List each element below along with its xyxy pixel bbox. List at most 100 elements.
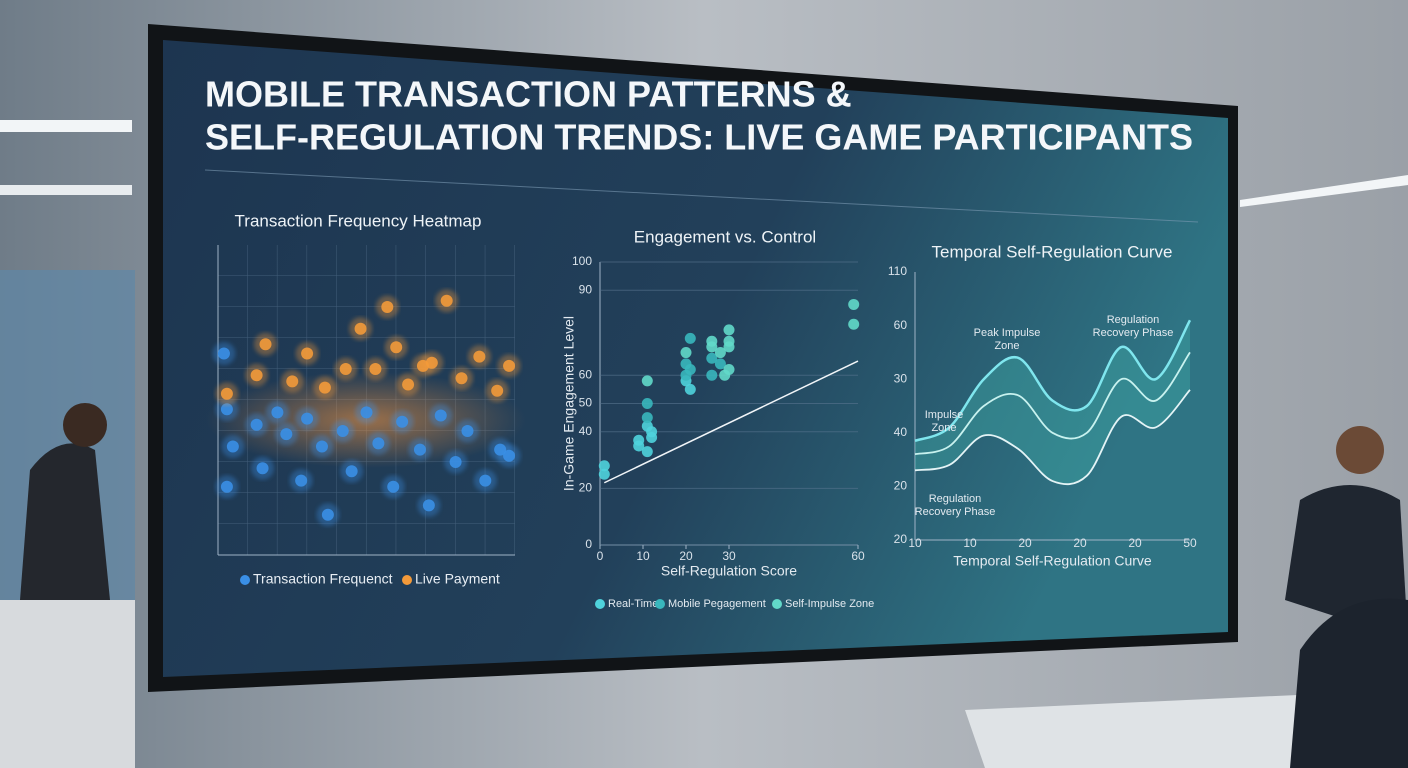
x-tick-label: 20 <box>1073 536 1087 550</box>
point <box>706 352 718 364</box>
point <box>598 460 610 472</box>
band-fill <box>915 320 1190 485</box>
point <box>646 426 658 438</box>
annotation: Regulation <box>929 493 982 505</box>
y-tick-label: 30 <box>894 371 908 385</box>
point <box>714 358 726 370</box>
point <box>848 298 860 310</box>
x-tick-label: 10 <box>636 549 650 563</box>
annotation: Regulation <box>1107 314 1160 326</box>
y-tick-label: 20 <box>579 481 593 495</box>
legend-label: Mobile Pegagement <box>668 598 766 610</box>
point <box>301 347 314 360</box>
x-tick-label: 20 <box>1128 536 1142 550</box>
annotation: Recovery Phase <box>1093 327 1174 339</box>
point <box>220 387 233 400</box>
line <box>914 389 1191 486</box>
point <box>250 418 263 431</box>
x-tick-label: 10 <box>908 536 922 550</box>
point <box>220 480 233 493</box>
chart-title: Engagement vs. Control <box>634 227 816 246</box>
legend-label: Real-Time <box>608 598 658 610</box>
point <box>491 384 504 397</box>
point <box>295 474 308 487</box>
point <box>226 440 239 453</box>
y-tick-label: 110 <box>888 264 907 278</box>
point <box>372 437 385 450</box>
point <box>250 369 263 382</box>
y-tick-label: 20 <box>894 532 908 546</box>
point <box>641 446 653 458</box>
point <box>680 347 692 359</box>
point <box>598 468 610 480</box>
point <box>318 381 331 394</box>
point <box>503 359 516 372</box>
annotation: Recovery Phase <box>915 506 996 518</box>
y-axis-label: In-Game Engagement Level <box>561 316 577 491</box>
point <box>706 335 718 347</box>
line <box>914 319 1192 443</box>
ceiling-light <box>1240 175 1408 207</box>
person <box>63 403 107 447</box>
legend-marker <box>402 575 412 585</box>
annotation: Zone <box>994 340 1019 352</box>
point <box>336 425 349 437</box>
point <box>503 449 516 462</box>
y-tick-label: 90 <box>579 282 593 296</box>
title-line: SELF-REGULATION TRENDS: LIVE GAME PARTIC… <box>205 117 1193 158</box>
point <box>706 369 718 381</box>
x-tick-label: 20 <box>1018 536 1032 550</box>
point <box>390 341 403 354</box>
person <box>1336 426 1384 474</box>
point <box>259 338 272 351</box>
point <box>723 335 735 347</box>
y-tick-label: 50 <box>579 396 593 410</box>
y-tick-label: 60 <box>579 367 593 381</box>
y-tick-label: 100 <box>572 254 592 268</box>
charts: Transaction Frequency Heatmap Transaction… <box>212 211 1197 610</box>
y-tick-label: 40 <box>894 425 908 439</box>
point <box>479 474 492 487</box>
ceiling-light <box>0 120 132 132</box>
point <box>848 318 860 330</box>
point <box>396 415 409 428</box>
point <box>449 456 462 468</box>
title-line: MOBILE TRANSACTION PATTERNS & <box>205 74 852 115</box>
annotation: Zone <box>931 422 956 434</box>
legend-label: Transaction Frequenct <box>253 571 393 587</box>
point <box>301 412 314 425</box>
point <box>280 428 293 441</box>
point <box>723 364 735 376</box>
point <box>387 480 400 493</box>
line <box>914 351 1191 456</box>
point <box>473 350 486 363</box>
x-tick-label: 0 <box>597 549 604 563</box>
point <box>641 412 653 424</box>
point <box>345 465 358 478</box>
person <box>1290 598 1408 768</box>
y-tick-label: 20 <box>894 479 908 493</box>
y-tick-label: 0 <box>585 537 592 551</box>
legend-label: Live Payment <box>415 571 500 587</box>
person <box>20 443 110 600</box>
point <box>360 406 373 419</box>
point <box>461 425 474 437</box>
x-axis-label: Self-Regulation Score <box>661 563 797 579</box>
point <box>633 434 645 446</box>
x-tick-label: 20 <box>679 549 693 563</box>
y-tick-label: 40 <box>579 424 593 438</box>
legend-marker <box>655 599 665 609</box>
point <box>315 440 328 453</box>
point <box>413 443 426 456</box>
point <box>434 409 447 422</box>
legend-marker <box>595 599 605 609</box>
point <box>684 364 696 376</box>
point <box>402 378 415 391</box>
trend-line <box>603 360 859 484</box>
point <box>256 462 269 475</box>
point <box>425 356 438 369</box>
ceiling-light <box>0 185 132 195</box>
point <box>381 301 394 313</box>
point <box>286 375 299 388</box>
